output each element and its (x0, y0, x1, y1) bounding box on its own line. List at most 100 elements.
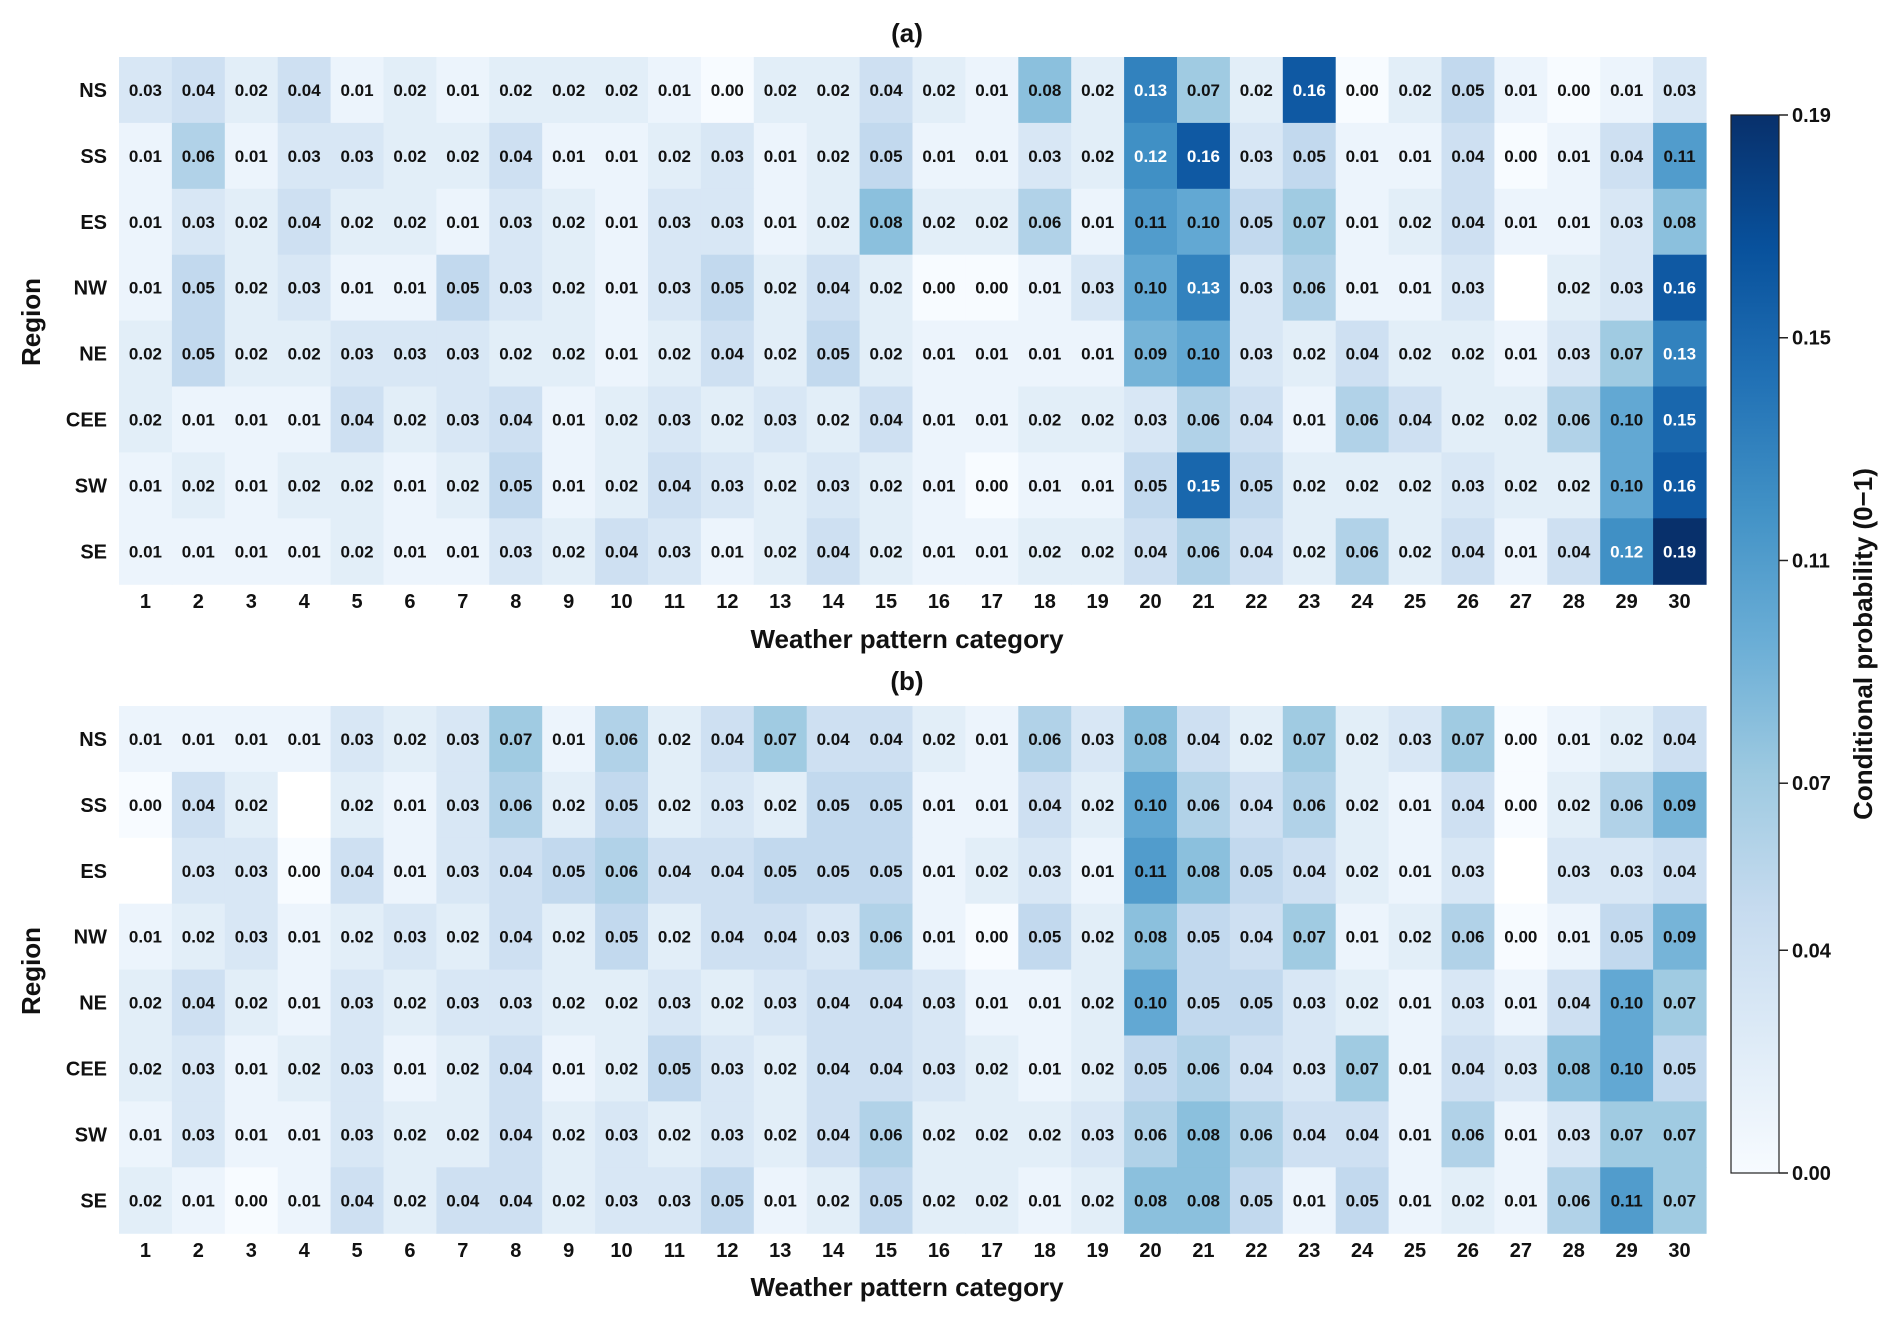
heatmap-cell-value: 0.03 (1399, 730, 1432, 749)
heatmap-cell (1229, 518, 1284, 585)
heatmap-cell-value: 0.02 (1293, 476, 1326, 495)
heatmap-cell-value: 0.01 (235, 730, 268, 749)
heatmap-cell-value: 0.02 (1346, 476, 1379, 495)
heatmap-cell (1177, 706, 1231, 773)
heatmap-cell (1547, 57, 1601, 124)
heatmap-cell-value: 0.02 (1346, 994, 1379, 1013)
heatmap-cell-value: 0.15 (1187, 476, 1220, 495)
heatmap-cell (1018, 1167, 1072, 1234)
heatmap-cell (595, 837, 649, 905)
heatmap-cell-value: 0.02 (1028, 542, 1061, 561)
heatmap-cell-value: 0.06 (499, 796, 532, 815)
heatmap-cell (753, 518, 808, 585)
heatmap-cell (1177, 518, 1231, 585)
heatmap-cell-value: 0.02 (1504, 476, 1537, 495)
heatmap-cell (912, 518, 966, 585)
heatmap-cell-value: 0.01 (288, 1125, 321, 1144)
heatmap-cell-value: 0.02 (764, 1125, 797, 1144)
heatmap-cell (1335, 1101, 1390, 1168)
heatmap-cell-value: 0.02 (235, 279, 268, 298)
x-tick-label: 9 (563, 591, 574, 613)
heatmap-cell (436, 837, 490, 905)
heatmap-cell-value: 0.01 (1346, 279, 1379, 298)
heatmap-cell (542, 1101, 596, 1168)
heatmap-cell (859, 1167, 914, 1234)
heatmap-cell-value: 0.02 (1293, 345, 1326, 364)
heatmap-cell-value: 0.01 (658, 81, 691, 100)
y-tick-label: ES (80, 212, 107, 234)
heatmap-cell (1124, 188, 1178, 256)
x-tick-label: 19 (1087, 591, 1109, 613)
y-tick-label: NW (74, 927, 107, 949)
heatmap-cell-value: 0.03 (1240, 279, 1273, 298)
x-tick-label: 2 (193, 591, 204, 613)
heatmap-cell (1177, 969, 1231, 1037)
heatmap-cell-value: 0.06 (1346, 410, 1379, 429)
heatmap-cell (489, 1035, 543, 1102)
heatmap-cell (700, 706, 755, 773)
heatmap-cell (1229, 771, 1284, 839)
heatmap-cell (277, 969, 332, 1037)
x-tick-label: 24 (1351, 591, 1374, 613)
heatmap-cell (1441, 903, 1495, 971)
heatmap-cell-value: 0.02 (975, 1059, 1008, 1078)
heatmap-cell (859, 903, 914, 971)
heatmap-cell-value: 0.03 (1451, 994, 1484, 1013)
heatmap-cell (277, 452, 332, 519)
x-tick-label: 26 (1457, 591, 1479, 613)
heatmap-cell-value: 0.02 (1081, 928, 1114, 947)
y-tick-label: SW (75, 475, 107, 497)
heatmap-cell (1335, 122, 1390, 190)
heatmap-cell-value: 0.05 (1293, 147, 1326, 166)
heatmap-cell-value: 0.03 (341, 147, 374, 166)
heatmap-cell-value: 0.04 (1451, 796, 1485, 815)
heatmap-cell-value: 0.02 (1240, 81, 1273, 100)
heatmap-cell (542, 518, 596, 585)
heatmap-cell (171, 771, 226, 839)
heatmap-cell (542, 1035, 596, 1102)
heatmap-cell (383, 122, 437, 190)
heatmap-cell (277, 518, 332, 585)
heatmap-cell-value: 0.00 (975, 928, 1008, 947)
heatmap-cell (1335, 706, 1390, 773)
heatmap-cell-value: 0.05 (817, 796, 850, 815)
heatmap-cell-value: 0.06 (1240, 1125, 1273, 1144)
heatmap-cell (1071, 518, 1125, 585)
heatmap-cell (859, 386, 914, 453)
x-tick-label: 25 (1404, 591, 1426, 613)
heatmap-cell-value: 0.05 (1610, 928, 1643, 947)
heatmap-cell-value: 0.06 (1187, 542, 1220, 561)
heatmap-cell-value: 0.01 (1028, 476, 1061, 495)
heatmap-cell-value: 0.02 (552, 1191, 585, 1210)
heatmap-cell (1177, 122, 1231, 190)
heatmap-cell-value: 0.01 (1081, 345, 1114, 364)
heatmap-cell (330, 1167, 385, 1234)
heatmap-cell (1282, 452, 1337, 519)
heatmap-cell-value: 0.07 (1610, 1125, 1643, 1144)
x-tick-label: 9 (563, 1240, 574, 1262)
heatmap-cell (542, 1167, 596, 1234)
heatmap-cell-value: 0.02 (129, 345, 162, 364)
heatmap-cell (1018, 188, 1072, 256)
heatmap-cell (806, 57, 861, 124)
heatmap-cell-value: 0.02 (341, 542, 374, 561)
heatmap-cell-value: 0.02 (393, 410, 426, 429)
heatmap-cell-value: 0.02 (288, 1059, 321, 1078)
heatmap-cell-value: 0.02 (393, 147, 426, 166)
heatmap-cell-value: 0.05 (1451, 81, 1484, 100)
heatmap-a-cells: 0.03 0.04 0.02 0.04 0.01 0.02 0.01 0.02 0.02 0.02… (119, 57, 1707, 585)
x-tick-label: 23 (1298, 591, 1320, 613)
heatmap-cell (171, 122, 226, 190)
heatmap-cell-value: 0.03 (1663, 81, 1696, 100)
heatmap-cell-value: 0.01 (1346, 213, 1379, 232)
heatmap-cell (1124, 969, 1178, 1037)
heatmap-cell (912, 188, 966, 256)
heatmap-cell-value: 0.01 (1399, 147, 1432, 166)
heatmap-cell-value: 0.03 (1081, 1125, 1114, 1144)
heatmap-a-y-tick-labels: NS SS ES NW NE CEE SW SE (66, 80, 107, 563)
heatmap-cell (1547, 518, 1601, 585)
heatmap-cell-value: 0.04 (1240, 410, 1274, 429)
heatmap-cell-value: 0.00 (1346, 81, 1379, 100)
heatmap-cell (1653, 1035, 1707, 1102)
heatmap-cell (1653, 1101, 1707, 1168)
